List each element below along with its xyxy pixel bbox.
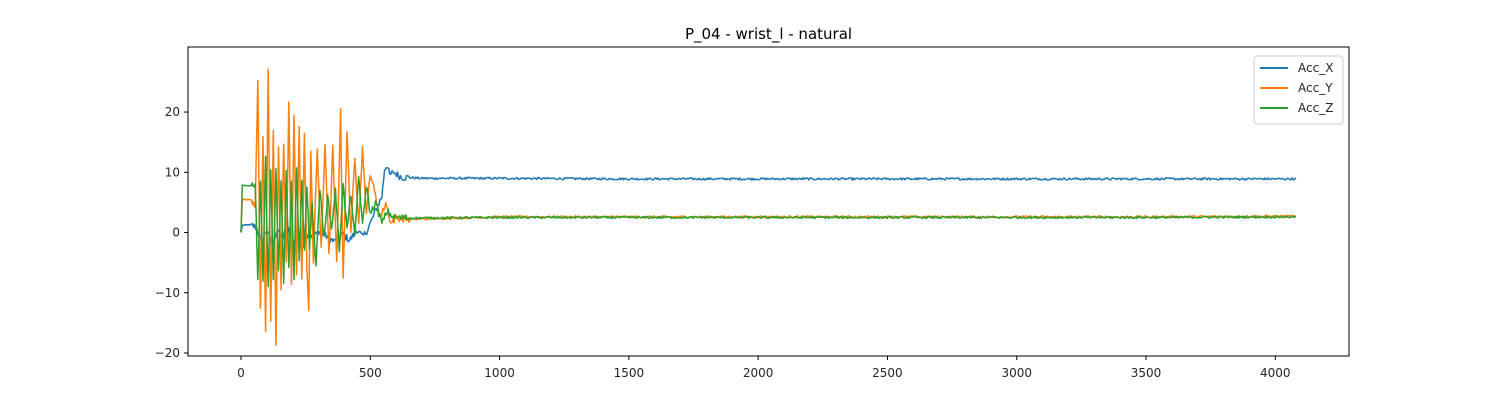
axes-frame xyxy=(187,46,1350,357)
axes-background xyxy=(188,47,1349,356)
x-tick-label: 3500 xyxy=(1131,366,1162,380)
x-tick-label: 0 xyxy=(237,366,245,380)
x-tick-label: 2500 xyxy=(872,366,903,380)
x-tick-label: 1500 xyxy=(614,366,645,380)
x-tick-label: 1000 xyxy=(484,366,515,380)
chart-title: P_04 - wrist_l - natural xyxy=(685,25,852,44)
x-tick-label: 3000 xyxy=(1001,366,1032,380)
legend-label: Acc_X xyxy=(1298,61,1333,75)
x-tick-label: 2000 xyxy=(743,366,774,380)
legend-label: Acc_Y xyxy=(1298,81,1333,95)
y-tick-label: 0 xyxy=(172,226,180,240)
y-tick-label: −20 xyxy=(155,346,180,360)
series-line-acc-z xyxy=(240,155,1297,288)
y-tick-label: 20 xyxy=(165,105,180,119)
y-tick-label: −10 xyxy=(155,286,180,300)
x-tick-label: 4000 xyxy=(1260,366,1291,380)
series-layer xyxy=(240,68,1297,346)
y-tick-label: 10 xyxy=(165,165,180,179)
series-line-acc-x xyxy=(240,166,1297,252)
legend: Acc_X Acc_Y Acc_Z xyxy=(1253,55,1344,125)
y-axis: −20 −10 0 10 20 xyxy=(155,105,188,360)
plot-area xyxy=(187,46,1350,357)
x-axis: 0 500 1000 1500 2000 2500 3000 3500 4000 xyxy=(237,356,1291,380)
legend-label: Acc_Z xyxy=(1298,101,1333,115)
x-tick-label: 500 xyxy=(359,366,382,380)
